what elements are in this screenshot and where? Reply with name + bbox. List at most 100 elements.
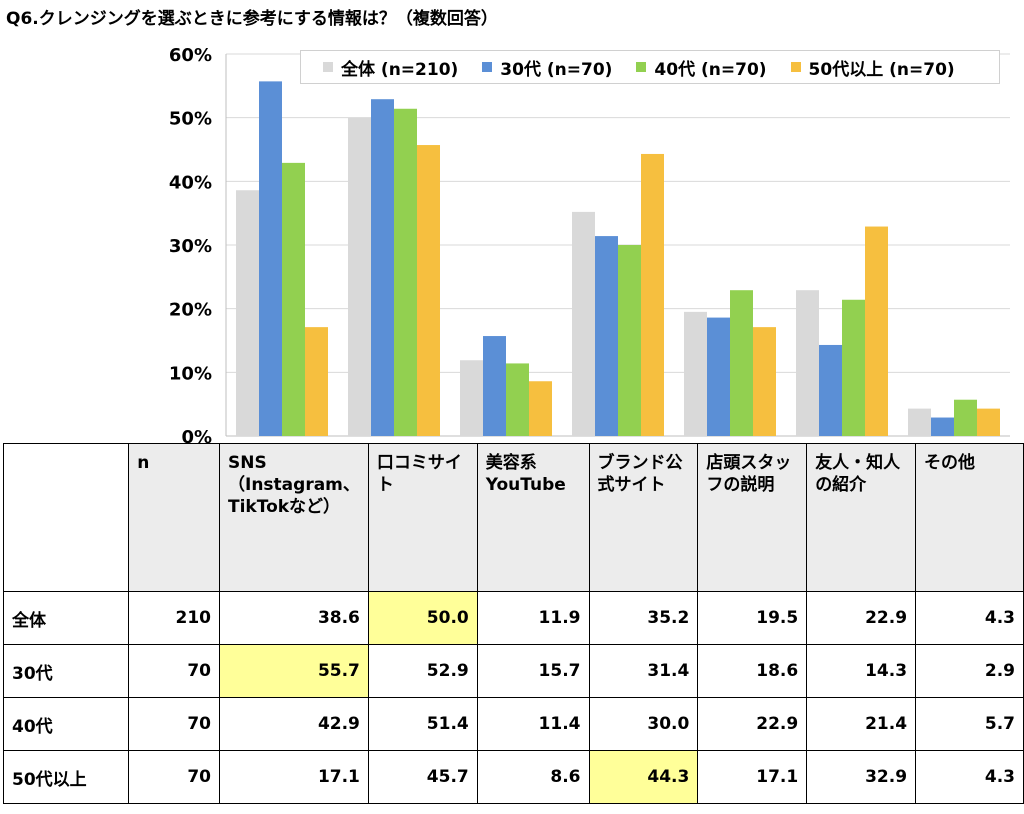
- legend-label: 30代 (n=70): [500, 59, 613, 80]
- y-tick-label: 0%: [181, 427, 212, 443]
- bar-1-3: [460, 360, 483, 436]
- table-cell: 51.4: [367, 697, 478, 751]
- legend-swatch: [482, 62, 493, 72]
- bar-3-7: [954, 399, 977, 436]
- table-corner-cell: [2, 443, 130, 592]
- table-cell: 2.9: [915, 644, 1024, 698]
- bar-2-5: [707, 317, 730, 436]
- bar-2-1: [259, 81, 282, 437]
- legend-swatch: [323, 62, 333, 72]
- bar-4-1: [305, 327, 328, 436]
- table-cell: 17.1: [219, 750, 369, 804]
- legend-item: 30代 (n=70): [482, 55, 612, 80]
- y-tick-label: 10%: [169, 363, 212, 384]
- bar-3-5: [730, 290, 753, 436]
- bar-3-2: [394, 108, 417, 437]
- legend: 全体 (n=210) 30代 (n=70) 40代 (n=70) 50代以上 (n=7…: [300, 50, 1000, 84]
- table-cell: 55.7: [219, 644, 369, 698]
- table-cell: 17.1: [697, 750, 808, 804]
- table-cell: 18.6: [697, 644, 808, 698]
- y-tick-label: 20%: [169, 300, 212, 321]
- table-cell: 52.9: [367, 644, 478, 698]
- table-cell: 30.0: [588, 697, 699, 751]
- bar-4-2: [417, 145, 440, 436]
- chart-title: Q6.クレンジングを選ぶときに参考にする情報は？（複数回答）: [6, 9, 498, 29]
- bar-2-2: [371, 99, 394, 436]
- legend-item: 全体 (n=210): [323, 55, 458, 80]
- table-header-cell: 店頭スタッフの説明: [697, 443, 808, 592]
- table-row: 30代 70 55.7 52.9 15.7 31.4 18.6 14.3 2.9: [2, 644, 1024, 698]
- bar-4-5: [753, 327, 776, 436]
- table-header-cell: 口コミサイト: [367, 443, 478, 592]
- legend-item: 40代 (n=70): [636, 55, 767, 80]
- table-header-cell: その他: [915, 443, 1024, 592]
- legend-label: 50代以上 (n=70): [808, 59, 955, 80]
- table-cell: 50.0: [367, 591, 478, 645]
- legend-swatch: [790, 62, 801, 72]
- bar-4-3: [529, 381, 552, 436]
- table-row-label: 40代: [2, 697, 130, 751]
- table-cell-n: 70: [128, 697, 220, 751]
- table-cell: 35.2: [588, 591, 699, 645]
- y-tick-label: 60%: [169, 45, 212, 66]
- y-tick-label: 50%: [169, 109, 212, 130]
- table-row: 全体 210 38.6 50.0 11.9 35.2 19.5 22.9 4.3: [2, 591, 1024, 645]
- table-cell: 31.4: [588, 644, 699, 698]
- data-table: n SNS（Instagram、TikTokなど） 口コミサイト 美容系YouTube…: [2, 443, 1024, 804]
- table-header-row: n SNS（Instagram、TikTokなど） 口コミサイト 美容系YouTube…: [2, 443, 1024, 592]
- legend-label: 全体 (n=210): [341, 59, 459, 80]
- bar-3-6: [842, 299, 865, 436]
- table-row-label: 50代以上: [2, 750, 130, 804]
- table-cell: 44.3: [588, 750, 699, 804]
- table-cell: 15.7: [476, 644, 590, 698]
- bar-2-7: [931, 417, 954, 436]
- table-cell: 5.7: [915, 697, 1024, 751]
- table-cell: 45.7: [367, 750, 478, 804]
- table-cell: 11.9: [476, 591, 590, 645]
- bar-4-6: [865, 226, 888, 436]
- table-cell: 38.6: [219, 591, 369, 645]
- bar-3-1: [282, 162, 305, 436]
- legend-label: 40代 (n=70): [654, 59, 767, 80]
- table-cell-n: 210: [128, 591, 220, 645]
- bar-3-3: [506, 363, 529, 436]
- table-cell-n: 70: [128, 644, 220, 698]
- table-cell: 14.3: [806, 644, 917, 698]
- table-cell: 42.9: [219, 697, 369, 751]
- table-header-cell: ブランド公式サイト: [588, 443, 699, 592]
- table-row: 50代以上 70 17.1 45.7 8.6 44.3 17.1 32.9 4.3: [2, 750, 1024, 804]
- table-cell: 21.4: [806, 697, 917, 751]
- table-cell: 4.3: [915, 591, 1024, 645]
- bar-1-5: [684, 311, 707, 436]
- bar-4-4: [641, 153, 664, 436]
- bar-3-4: [618, 245, 641, 436]
- table-header-cell: SNS（Instagram、TikTokなど）: [219, 443, 369, 592]
- y-tick-label: 30%: [169, 236, 212, 257]
- bar-2-3: [483, 336, 506, 436]
- table-cell: 4.3: [915, 750, 1024, 804]
- table-cell: 22.9: [806, 591, 917, 645]
- bar-1-7: [908, 408, 931, 436]
- bar-4-7: [977, 408, 1000, 436]
- table-cell: 19.5: [697, 591, 808, 645]
- bar-2-6: [819, 344, 842, 436]
- table-cell: 32.9: [806, 750, 917, 804]
- table-row: 40代 70 42.9 51.4 11.4 30.0 22.9 21.4 5.7: [2, 697, 1024, 751]
- table-cell: 8.6: [476, 750, 590, 804]
- table-header-n: n: [128, 443, 220, 592]
- bar-1-4: [572, 211, 595, 436]
- table-cell: 11.4: [476, 697, 590, 751]
- legend-swatch: [636, 62, 647, 72]
- table-row-label: 30代: [2, 644, 130, 698]
- table-row-label: 全体: [2, 591, 130, 645]
- bar-1-6: [796, 290, 819, 436]
- bar-1-2: [348, 117, 371, 437]
- table-cell-n: 70: [128, 750, 220, 804]
- table-header-cell: 美容系YouTube: [476, 443, 590, 592]
- bar-chart: 0% 10% 20% 30% 40% 50% 60%: [169, 45, 1010, 443]
- y-tick-label: 40%: [169, 172, 212, 193]
- table-header-cell: 友人・知人の紹介: [806, 443, 917, 592]
- table-cell: 22.9: [697, 697, 808, 751]
- bar-1-1: [236, 190, 259, 436]
- bar-2-4: [595, 236, 618, 436]
